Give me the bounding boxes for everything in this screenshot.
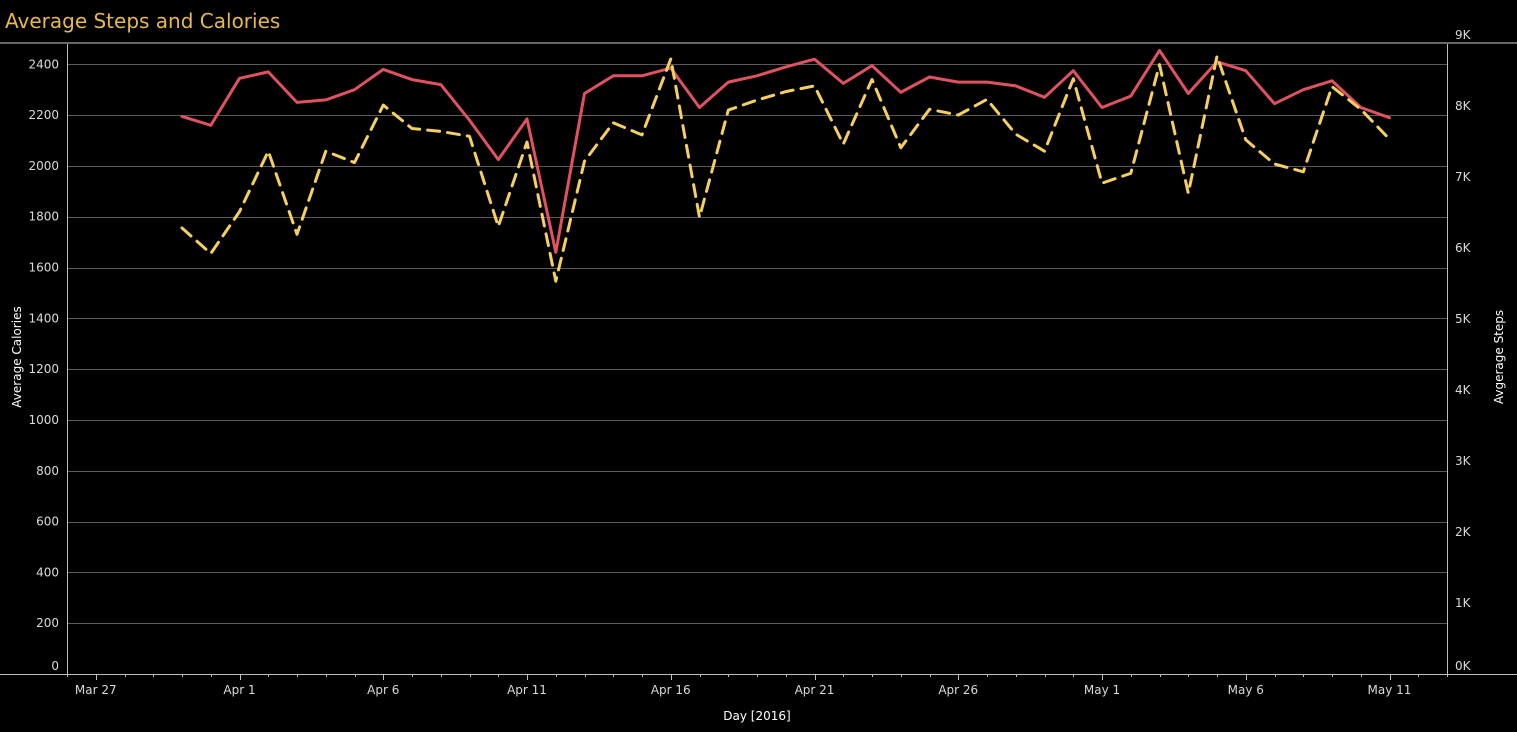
y-right-tick-label: 6K bbox=[1455, 241, 1472, 255]
x-tick-label: Apr 11 bbox=[507, 683, 547, 697]
calories-series-line bbox=[180, 48, 1391, 254]
gridlines bbox=[67, 64, 1447, 624]
y-right-tick-label: 9K bbox=[1455, 28, 1472, 42]
y-right-tick-label: 5K bbox=[1455, 312, 1472, 326]
series-layer bbox=[180, 48, 1391, 283]
x-tick-label: Mar 27 bbox=[75, 683, 117, 697]
y-left-tick-label: 1000 bbox=[28, 413, 59, 427]
y-left-tick-label: 1800 bbox=[28, 210, 59, 224]
x-tick-label: May 1 bbox=[1084, 683, 1120, 697]
y-right-tick-label: 4K bbox=[1455, 383, 1472, 397]
chart-title: Average Steps and Calories bbox=[5, 9, 280, 33]
x-axis-label: Day [2016] bbox=[723, 709, 790, 723]
x-tick-label: Apr 6 bbox=[367, 683, 399, 697]
y-left-tick-label: 600 bbox=[36, 515, 59, 529]
y-left-tick-label: 200 bbox=[36, 616, 59, 630]
y-left-tick-label: 1400 bbox=[28, 311, 59, 325]
y-left-tick-label: 2200 bbox=[28, 108, 59, 122]
y-left-tick-label: 800 bbox=[36, 464, 59, 478]
x-tick-label: May 11 bbox=[1368, 683, 1412, 697]
y-left-tick-label: 1200 bbox=[28, 362, 59, 376]
y-left-tick-label: 0 bbox=[51, 659, 59, 673]
y-left-tick-label: 400 bbox=[36, 565, 59, 579]
y-axis-left-label: Average Calories bbox=[10, 306, 24, 407]
x-tick-label: Apr 16 bbox=[651, 683, 691, 697]
axes: 0 200 400 600 800 1000 1200 1400 1600 1800 2000 220… bbox=[0, 28, 1517, 697]
y-right-tick-label: 3K bbox=[1455, 454, 1472, 468]
y-left-tick-label: 1600 bbox=[28, 261, 59, 275]
x-tick-label: May 6 bbox=[1228, 683, 1264, 697]
y-right-tick-label: 8K bbox=[1455, 99, 1472, 113]
x-tick-label: Apr 1 bbox=[223, 683, 255, 697]
y-right-tick-label: 0K bbox=[1455, 659, 1472, 673]
y-left-tick-label: 2400 bbox=[28, 57, 59, 71]
y-axis-right-label: Avgerage Steps bbox=[1492, 310, 1506, 404]
y-right-tick-label: 2K bbox=[1455, 525, 1472, 539]
x-tick-label: Apr 26 bbox=[938, 683, 978, 697]
x-tick-label: Apr 21 bbox=[795, 683, 835, 697]
y-left-tick-label: 2000 bbox=[28, 159, 59, 173]
y-right-tick-label: 7K bbox=[1455, 170, 1472, 184]
steps-series-line bbox=[180, 54, 1391, 283]
y-right-tick-label: 1K bbox=[1455, 596, 1472, 610]
